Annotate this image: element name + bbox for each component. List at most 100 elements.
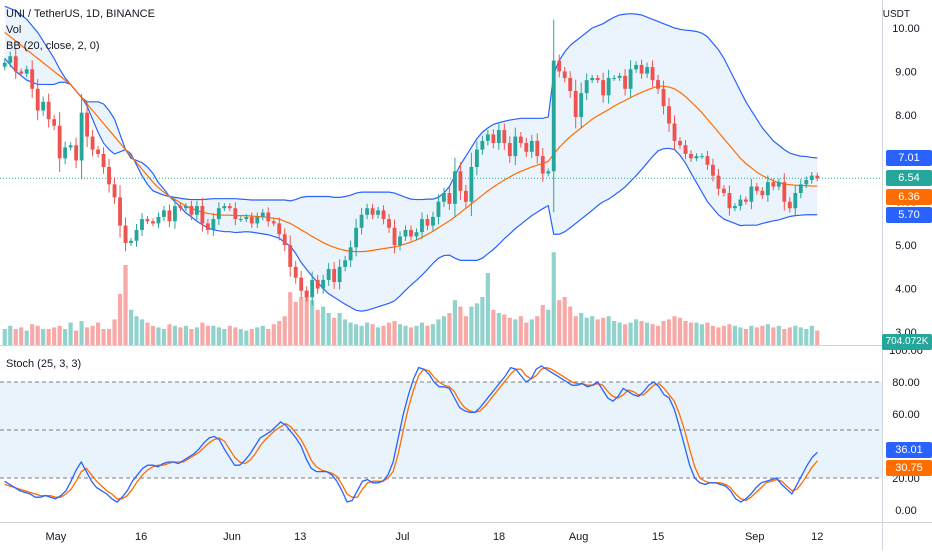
candle-body [425, 219, 430, 226]
candle-body [672, 123, 677, 141]
candle-body [491, 134, 496, 144]
volume-bar [128, 309, 134, 345]
volume-bar [403, 325, 408, 345]
volume-bar [370, 324, 375, 345]
volume-bar [655, 325, 661, 345]
stoch-k-tag: 36.01 [886, 442, 932, 458]
volume-bar [189, 329, 194, 345]
volume-bar [672, 316, 677, 345]
volume-bar [650, 324, 655, 345]
volume-legend[interactable]: Vol [6, 24, 22, 36]
volume-bar [551, 252, 556, 345]
volume-bar [310, 300, 315, 345]
candle-body [705, 156, 710, 165]
volume-bar [101, 329, 106, 345]
candle-body [815, 175, 820, 179]
volume-bar [529, 319, 534, 345]
volume-bar [617, 322, 622, 345]
candle-body [612, 77, 617, 79]
volume-bar [441, 316, 447, 345]
candle-body [568, 77, 573, 91]
volume-bar [436, 319, 441, 345]
candle-body [140, 219, 144, 230]
volume-bar [117, 293, 123, 345]
candle-body [211, 219, 216, 230]
candle-body [584, 80, 589, 94]
volume-bar [134, 316, 139, 345]
volume-bar [458, 306, 463, 345]
last-price-tag: 6.54 [886, 170, 932, 186]
candle-body [304, 290, 309, 298]
bb-lower-tag: 5.70 [886, 207, 932, 223]
volume-bar [721, 325, 727, 345]
candle-body [738, 199, 743, 207]
bollinger-legend[interactable]: BB (20, close, 2, 0) [6, 40, 100, 52]
volume-bar [688, 322, 694, 345]
volume-bar [13, 329, 18, 345]
volume-bar [452, 300, 458, 345]
candle-body [244, 216, 249, 220]
candle-body [420, 219, 424, 233]
volume-bar [749, 325, 754, 345]
volume-bar [595, 319, 600, 345]
volume-bar [233, 327, 238, 345]
candle-body [502, 130, 507, 144]
candle-body [804, 180, 809, 185]
volume-bar [200, 322, 205, 345]
volume-bar [90, 325, 95, 345]
candle-body [205, 223, 210, 230]
candle-body [782, 182, 787, 202]
candle-body [524, 143, 529, 152]
volume-bar [288, 292, 293, 345]
volume-bar [644, 322, 650, 345]
candle-body [178, 206, 183, 209]
volume-bar [419, 322, 425, 345]
volume-bar [661, 321, 666, 345]
candle-body [30, 69, 35, 89]
candle-body [359, 214, 364, 228]
volume-bar [590, 316, 595, 345]
candle-body [13, 56, 18, 72]
volume-bar [782, 329, 787, 345]
volume-bar [299, 297, 304, 345]
candle-body [271, 221, 276, 224]
stochastic-legend[interactable]: Stoch (25, 3, 3) [6, 358, 82, 370]
candle-body [452, 171, 457, 204]
volume-bar [255, 327, 260, 345]
candle-body [216, 208, 221, 220]
volume-bar [249, 329, 254, 345]
candle-body [431, 216, 435, 226]
candle-body [343, 260, 348, 267]
volume-bar [469, 306, 474, 345]
candle-body [112, 184, 117, 198]
volume-bar [815, 330, 820, 345]
price-tick-label: 5.00 [895, 240, 916, 252]
candle-body [793, 193, 798, 209]
volume-bar [326, 313, 331, 345]
candle-body [365, 208, 370, 215]
candle-body [474, 149, 479, 167]
bollinger-fill [4, 6, 818, 312]
volume-bar [332, 317, 337, 345]
candle-body [288, 245, 293, 267]
price-tick-label: 10.00 [892, 23, 920, 35]
candle-body [293, 266, 298, 278]
volume-bar [546, 309, 551, 345]
candle-body [458, 171, 463, 191]
time-tick-label: Aug [569, 531, 589, 543]
volume-bar [315, 309, 320, 345]
volume-bar [321, 306, 326, 345]
volume-bar [205, 325, 210, 345]
symbol-title[interactable]: UNI / TetherUS, 1D, BINANCE [6, 8, 155, 20]
volume-bar [513, 319, 518, 345]
time-tick-label: 13 [294, 531, 306, 543]
candle-body [315, 279, 320, 289]
candle-body [260, 212, 265, 217]
volume-bar [381, 325, 386, 345]
candle-body [332, 269, 337, 283]
volume-bar [804, 329, 809, 345]
volume-bar [271, 324, 276, 345]
volume-bar [238, 329, 243, 345]
